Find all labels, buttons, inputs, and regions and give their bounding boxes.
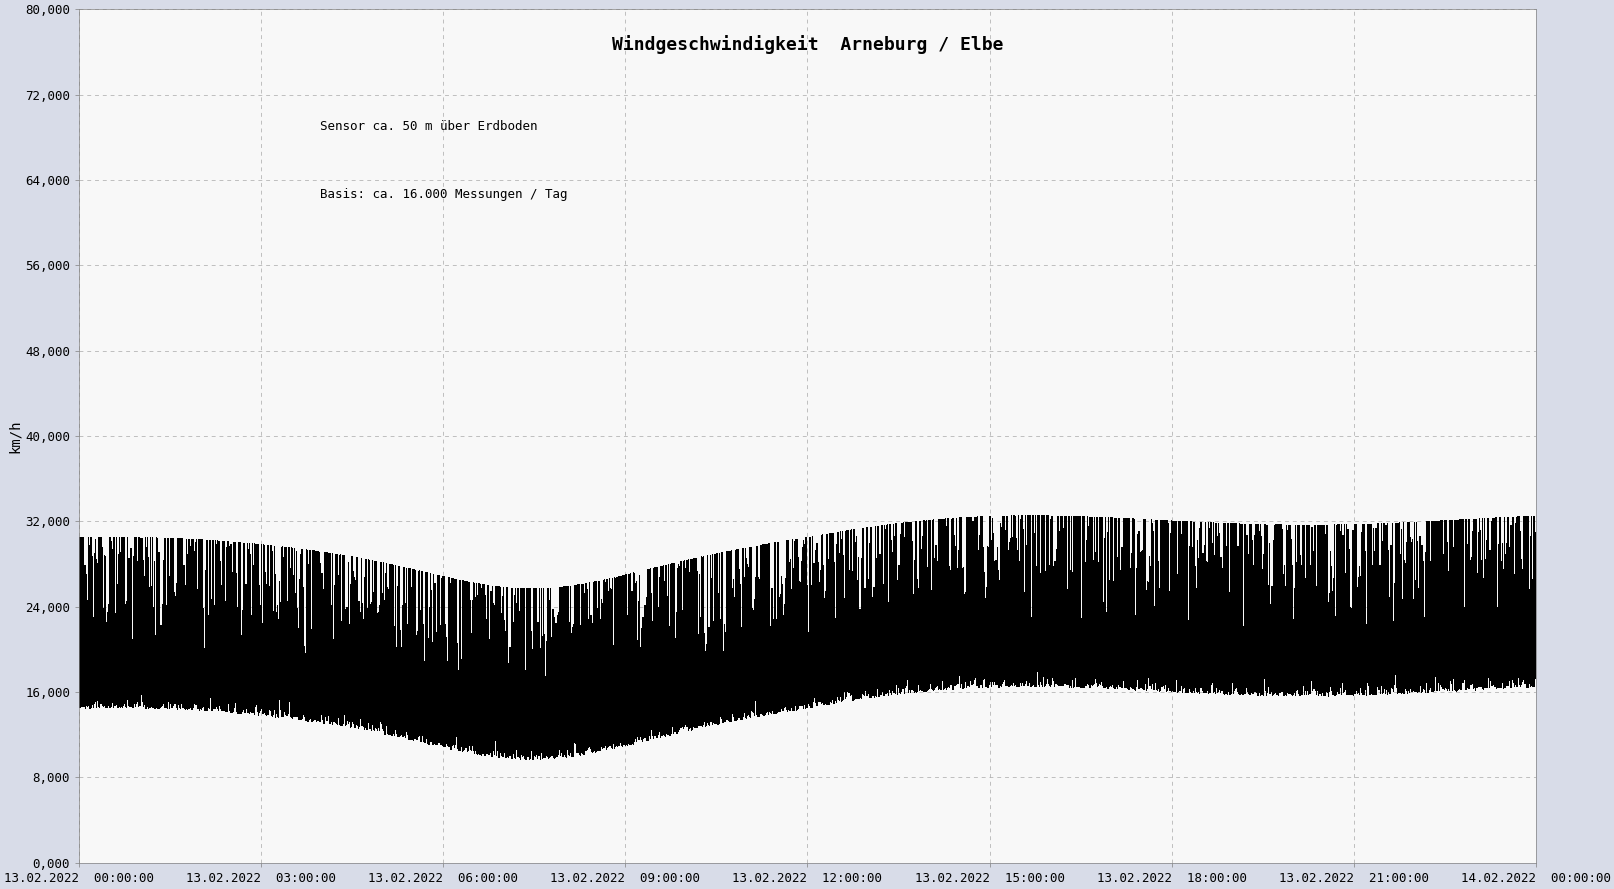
Text: Basis: ca. 16.000 Messungen / Tag: Basis: ca. 16.000 Messungen / Tag [320, 188, 567, 202]
Y-axis label: km/h: km/h [8, 420, 23, 453]
Text: Windgeschwindigkeit  Arneburg / Elbe: Windgeschwindigkeit Arneburg / Elbe [612, 35, 1002, 53]
Text: Sensor ca. 50 m über Erdboden: Sensor ca. 50 m über Erdboden [320, 120, 537, 133]
